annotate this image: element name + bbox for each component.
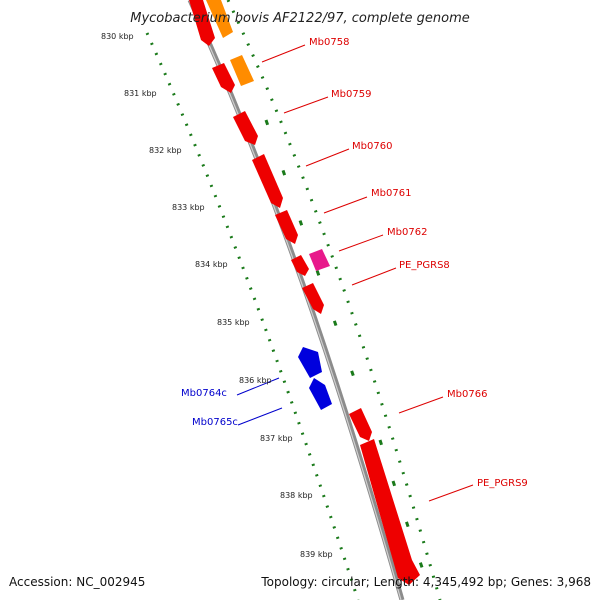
leader-mb0766 [398,396,444,414]
leader-mb0761 [323,196,368,214]
leader-pe-pgrs9 [428,484,474,502]
gene-label-mb0760: Mb0760 [352,141,392,152]
leader-mb0764c [236,377,280,396]
summary-text: Topology: circular; Length: 4,345,492 bp… [260,575,591,589]
tick-label-836: 836 kbp [239,376,272,385]
tick-label-832: 832 kbp [149,146,182,155]
rna-block-2 [230,55,254,86]
gene-block-pe-pgrs9 [360,439,420,585]
gene-label-mb0765c: Mb0765c [192,417,238,428]
gene-label-pe-pgrs9: PE_PGRS9 [477,478,528,489]
leader-mb0760 [305,148,350,167]
map-title: Mycobacterium bovis AF2122/97, complete … [130,11,469,26]
feature-blocks [189,0,420,585]
gene-labels: Mb0758 Mb0759 Mb0760 Mb0761 Mb0762 PE_PG… [181,37,528,489]
gene-block-mb0766 [349,408,372,441]
gene-label-mb0758: Mb0758 [309,37,349,48]
rna-block-1 [206,0,233,38]
tick-label-830: 830 kbp [101,32,134,41]
accession-text: Accession: NC_002945 [9,575,145,589]
gene-block-mb0758 [189,0,215,46]
gene-label-mb0764c: Mb0764c [181,388,227,399]
tick-label-839: 839 kbp [300,550,333,559]
leader-mb0759 [283,96,329,114]
gene-label-mb0766: Mb0766 [447,389,487,400]
tick-label-833: 833 kbp [172,203,205,212]
inner-tick-track [145,32,360,600]
gene-block-mb0760 [233,111,258,145]
leader-mb0765c [237,407,283,426]
gene-label-pe-pgrs8: PE_PGRS8 [399,260,450,271]
gene-block-mb0759 [212,63,235,93]
gene-block-pe-pgrs8-b [302,283,324,314]
gene-label-mb0759: Mb0759 [331,89,371,100]
leader-mb0758 [261,44,306,63]
label-leaders [236,44,474,502]
leader-mb0762 [338,234,384,252]
gene-label-mb0762: Mb0762 [387,227,427,238]
gene-block-mb0764c [298,347,322,378]
gene-block-pe-pgrs8-a [291,255,309,276]
tick-label-831: 831 kbp [124,89,157,98]
gene-block-mb0761 [252,154,283,208]
leader-pe-pgrs8 [351,267,397,286]
tick-label-835: 835 kbp [217,318,250,327]
tick-label-838: 838 kbp [280,491,313,500]
tick-label-837: 837 kbp [260,434,293,443]
tick-labels: 830 kbp 831 kbp 832 kbp 833 kbp 834 kbp … [101,32,333,559]
feature-block-magenta [309,249,330,271]
tick-label-834: 834 kbp [195,260,228,269]
gene-block-mb0765c [309,378,332,410]
gene-label-mb0761: Mb0761 [371,188,411,199]
gene-block-mb0762 [275,210,298,244]
